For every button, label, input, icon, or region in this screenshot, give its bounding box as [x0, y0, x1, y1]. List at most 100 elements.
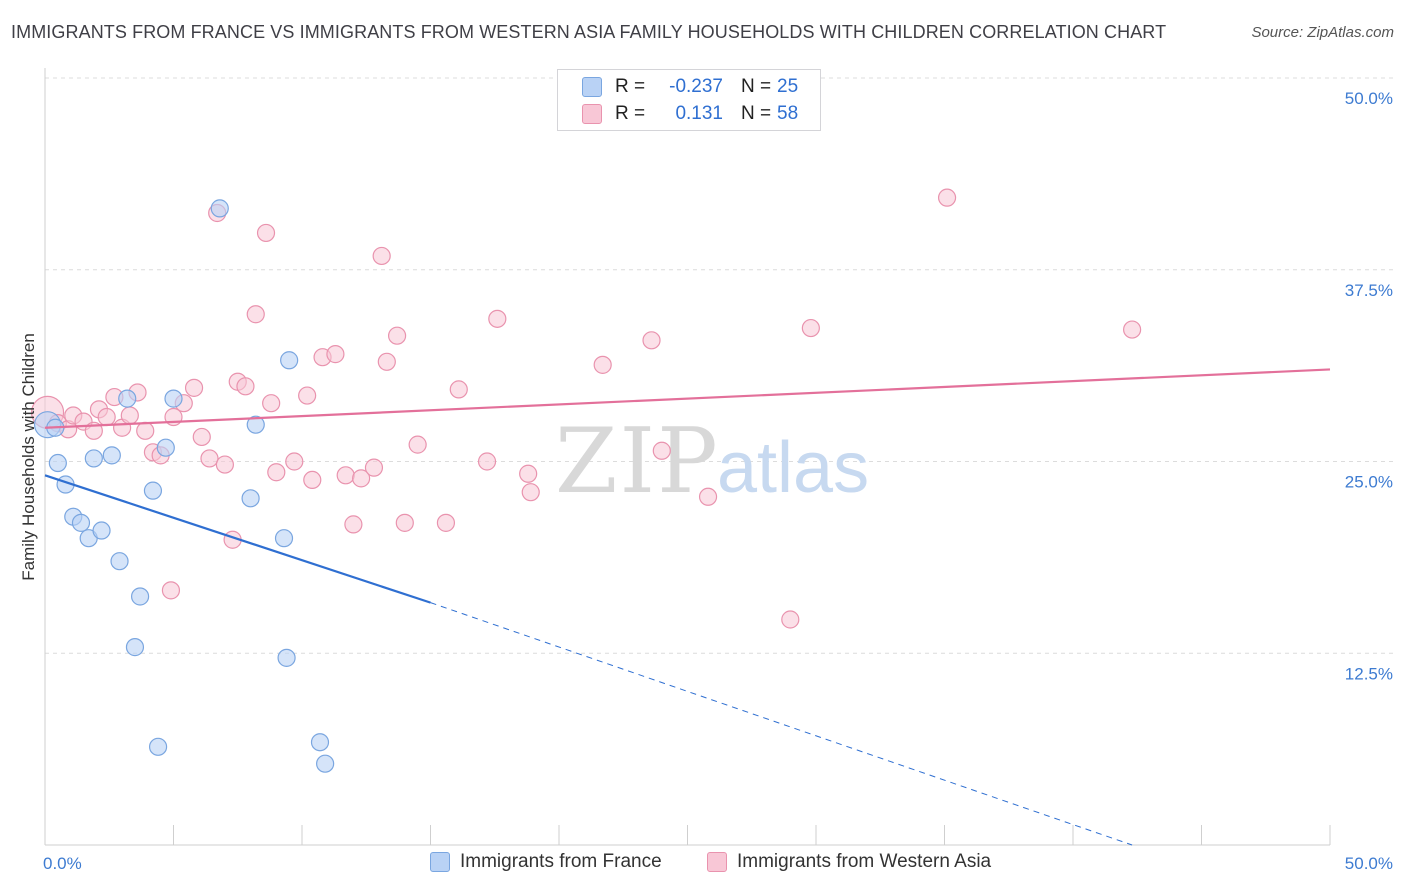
bottom-legend-western-asia: Immigrants from Western Asia: [707, 851, 991, 873]
france-point: [277, 648, 296, 667]
france-point: [125, 638, 145, 657]
western-asia-point: [161, 581, 181, 600]
western-asia-point: [801, 318, 820, 338]
western-asia-point: [344, 515, 363, 534]
source-label: Source: ZipAtlas.com: [1251, 24, 1394, 41]
western-asia-point: [200, 449, 219, 468]
france-point: [92, 521, 111, 540]
france-point: [280, 351, 299, 370]
series-france-points: [33, 199, 335, 773]
france-point: [148, 737, 168, 756]
western-asia-point: [267, 463, 286, 482]
y-tick-label: 37.5%: [1345, 281, 1393, 300]
western-asia-point: [120, 406, 139, 425]
western-asia-point: [262, 394, 281, 413]
western-asia-point: [395, 513, 414, 532]
bottom-legend-france: Immigrants from France: [430, 851, 662, 873]
western-asia-point: [246, 305, 265, 324]
france-point: [143, 481, 163, 500]
western-asia-point: [408, 435, 427, 454]
western-asia-point: [593, 355, 612, 374]
western-asia-point: [192, 427, 211, 447]
france-point: [241, 489, 260, 508]
france-point: [164, 389, 183, 408]
legend-n-label: N =: [741, 76, 772, 97]
x-tick-label: 0.0%: [43, 854, 82, 873]
bottom-legend-swatch-france: [430, 852, 450, 872]
western-asia-point: [372, 246, 391, 266]
bottom-legend-swatch-western-asia: [707, 852, 727, 872]
grid-lines: [45, 77, 1395, 654]
france-point: [156, 438, 175, 457]
france-trend-extension: [430, 602, 1133, 846]
watermark-zip: ZIP: [555, 409, 720, 514]
legend-n-value: 25: [777, 76, 799, 97]
axes: [44, 68, 1331, 846]
watermark: ZIP atlas: [555, 409, 869, 514]
france-point: [274, 529, 294, 548]
western-asia-point: [781, 610, 800, 629]
legend-r-value: -0.237: [669, 76, 723, 97]
western-asia-point: [937, 188, 957, 207]
western-asia-point: [303, 470, 322, 490]
western-asia-point: [364, 458, 384, 477]
western-asia-point: [488, 309, 507, 328]
bottom-legend-label-western-asia: Immigrants from Western Asia: [737, 851, 992, 872]
bottom-legend-label-france: Immigrants from France: [460, 851, 662, 872]
legend-row-france: R = -0.237 N = 25: [582, 75, 798, 99]
western-asia-point: [352, 469, 371, 488]
western-asia-point: [387, 326, 407, 345]
trend-lines: [44, 368, 1331, 846]
legend-n-value: 58: [777, 103, 799, 124]
western-asia-point: [97, 407, 116, 427]
france-trend-line: [44, 474, 431, 604]
watermark-atlas: atlas: [717, 428, 869, 508]
y-tick-label: 25.0%: [1345, 473, 1393, 492]
france-point: [316, 754, 335, 773]
france-point: [110, 552, 129, 571]
western-asia-point: [449, 380, 468, 399]
axis-labels: 12.5% 25.0% 37.5% 50.0% 0.0% 50.0%: [43, 89, 1393, 873]
western-asia-point: [1123, 320, 1142, 339]
y-tick-label: 12.5%: [1345, 664, 1393, 683]
western-asia-point: [215, 455, 234, 474]
legend: R = -0.237 N = 25 R = 0.131 N = 58: [557, 69, 821, 131]
y-tick-label: 50.0%: [1345, 89, 1393, 108]
western-asia-point: [377, 352, 396, 371]
france-point: [210, 199, 229, 218]
y-axis-label: Family Households with Children: [19, 333, 38, 581]
france-point: [48, 453, 67, 473]
chart-title: IMMIGRANTS FROM FRANCE VS IMMIGRANTS FRO…: [11, 22, 1167, 42]
western-asia-point: [298, 386, 317, 405]
france-point: [118, 389, 137, 408]
western-asia-point: [136, 421, 155, 440]
western-asia-point: [519, 464, 538, 483]
france-point: [71, 513, 91, 532]
western-asia-point: [256, 223, 276, 243]
western-asia-point: [436, 513, 456, 532]
western-asia-point: [477, 452, 497, 471]
legend-r-value: 0.131: [675, 103, 723, 124]
france-point: [130, 587, 150, 606]
france-point: [84, 449, 103, 468]
france-point: [310, 733, 330, 752]
western-asia-point: [698, 487, 718, 506]
legend-swatch-western-asia: [582, 104, 602, 124]
western-asia-point: [236, 377, 255, 396]
x-tick-label: 50.0%: [1345, 854, 1393, 873]
western-asia-point: [184, 378, 204, 397]
western-asia-trend-line: [44, 368, 1331, 429]
legend-n-label: N =: [741, 103, 772, 124]
western-asia-point: [521, 483, 540, 502]
western-asia-point: [652, 441, 671, 460]
western-asia-point: [336, 466, 355, 485]
legend-swatch-france: [582, 77, 602, 97]
western-asia-point: [326, 345, 345, 364]
legend-r-label: R =: [615, 103, 646, 124]
western-asia-point: [285, 452, 304, 471]
france-point: [246, 415, 265, 434]
legend-row-western-asia: R = 0.131 N = 58: [582, 102, 798, 126]
western-asia-point: [642, 331, 661, 350]
france-point: [102, 446, 121, 465]
